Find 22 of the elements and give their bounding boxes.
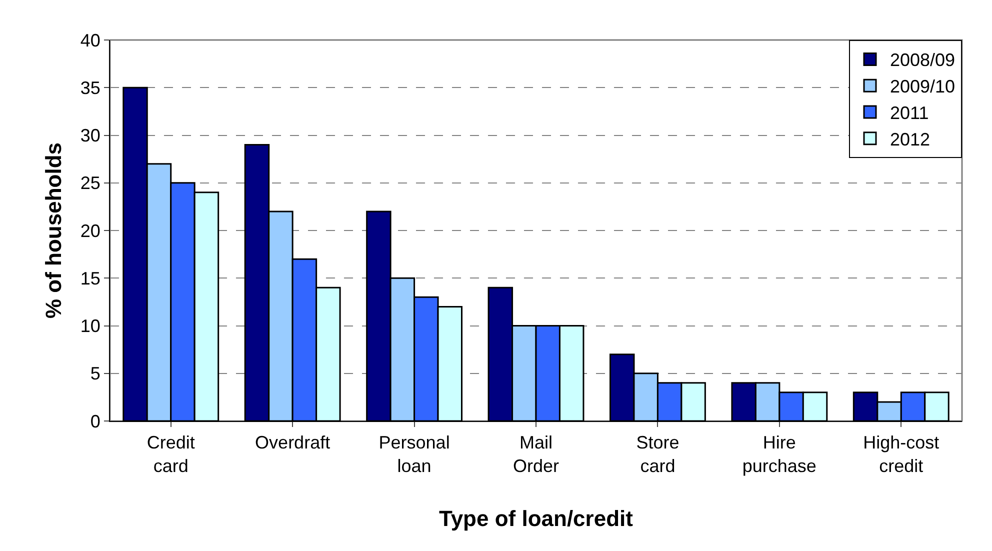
x-tick-label: High-cost credit: [863, 432, 940, 476]
x-tick-label: Hire purchase: [742, 432, 816, 476]
y-tick-label: 40: [80, 30, 100, 50]
x-tick-label: Store card: [636, 432, 680, 476]
x-tick-label: Credit card: [146, 432, 195, 476]
y-tick-label: 20: [80, 220, 100, 241]
legend-label: 2008/09: [890, 50, 956, 70]
legend-label: 2011: [890, 103, 929, 124]
y-tick-label: 0: [90, 411, 100, 432]
x-tick-label: Mail Order: [512, 432, 560, 476]
y-tick-label: 5: [90, 364, 100, 384]
legend-label: 2009/10: [890, 76, 956, 97]
y-tick-label: 15: [80, 268, 100, 288]
y-tick-label: 30: [80, 126, 100, 146]
legend-label: 2012: [890, 129, 930, 150]
y-tick-label: 25: [80, 173, 100, 194]
y-axis-title: % of households: [41, 142, 66, 318]
y-tick-label: 35: [80, 78, 100, 98]
y-tick-label: 10: [80, 316, 100, 336]
x-tick-label: Overdraft: [255, 432, 330, 453]
x-axis-title: Type of loan/credit: [439, 506, 634, 531]
x-tick-label: Personal loan: [378, 432, 450, 476]
